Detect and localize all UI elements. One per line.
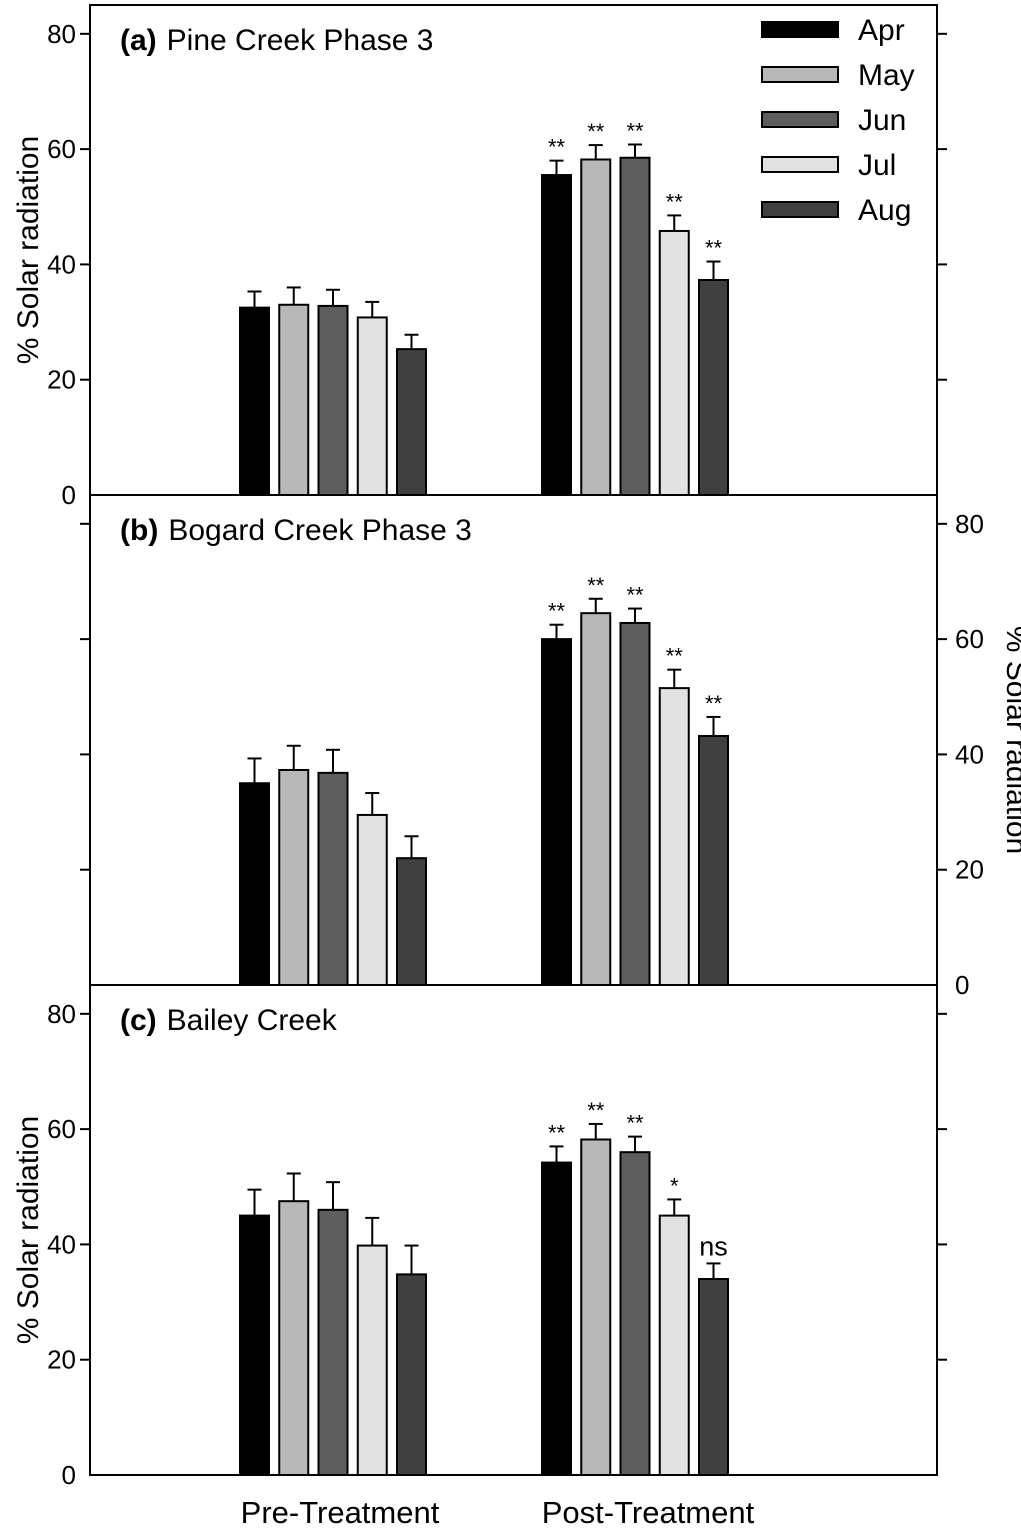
significance-label: ** [548, 599, 566, 624]
chart-panels: 0 20 40 60 80 % Solar radiation (a) Pine Creek … [12, 4, 1021, 1490]
legend-label-jun: Jun [858, 104, 906, 137]
significance-label: ** [705, 691, 723, 716]
legend-swatch-jun [761, 111, 839, 128]
bar-may-post [580, 158, 612, 496]
bar-jul-pre [356, 1244, 388, 1476]
y-tick-label: 0 [62, 480, 76, 510]
y-tick-label: 60 [47, 1114, 76, 1144]
y-axis-label: % Solar radiation [12, 1116, 45, 1344]
significance-label: ** [666, 189, 684, 214]
legend-label-jul: Jul [858, 149, 896, 182]
bar-jun-pre [317, 304, 349, 496]
bar-may-post [580, 1138, 612, 1477]
legend-swatch-jul [761, 156, 839, 173]
bar-apr-post [541, 174, 572, 496]
bar-jun-post [619, 1151, 651, 1477]
bar-jun-pre [317, 771, 349, 986]
bar-aug-post [698, 1278, 729, 1476]
bar-aug-post [698, 278, 729, 496]
panel-2: 0 20 40 60 80 % Solar radiation (b) Bogard Cree… [80, 494, 1021, 1000]
bar-jun-pre [317, 1208, 349, 1476]
bar-jul-pre [356, 813, 388, 986]
y-tick-label: 40 [47, 249, 76, 279]
y-tick-label: 60 [47, 134, 76, 164]
panel-title: (c) Bailey Creek [120, 1004, 338, 1037]
panel-letter: (c) [120, 1004, 157, 1037]
bar-may-post [580, 612, 612, 986]
y-tick-label: 80 [47, 999, 76, 1029]
y-tick-label: 20 [47, 365, 76, 395]
significance-label: ** [587, 1098, 605, 1123]
y-tick-label: 40 [47, 1229, 76, 1259]
bar-apr-pre [239, 306, 270, 496]
panel-title-text: Bogard Creek Phase 3 [168, 514, 472, 547]
significance-label: ns [699, 1231, 728, 1261]
panel-3: 0 20 40 60 80 % Solar radiation (c) Bailey Cree… [12, 984, 947, 1490]
significance-label: ** [587, 573, 605, 598]
significance-label: ** [548, 135, 566, 160]
bar-may-pre [278, 768, 310, 986]
y-axis-label: % Solar radiation [12, 136, 45, 364]
plot-frame [89, 984, 938, 1476]
panel-title-text: Bailey Creek [167, 1004, 338, 1037]
bar-jul-pre [356, 316, 388, 496]
significance-label: ** [548, 1120, 566, 1145]
significance-label: ** [626, 1111, 644, 1136]
y-tick-label: 20 [47, 1345, 76, 1375]
bar-jun-post [619, 156, 651, 496]
significance-label: ** [626, 583, 644, 608]
bar-apr-post [541, 1161, 572, 1477]
panel-letter: (a) [120, 24, 157, 57]
legend-swatch-aug [761, 201, 839, 218]
panel-1: 0 20 40 60 80 % Solar radiation (a) Pine Creek … [12, 4, 947, 510]
x-category-labels: Pre-Treatment Post-Treatment [241, 1495, 755, 1530]
bar-aug-pre [396, 857, 427, 986]
y-axis-label: % Solar radiation [1000, 626, 1021, 854]
bar-may-pre [278, 1200, 310, 1477]
significance-label: ** [587, 119, 605, 144]
bar-aug-post [698, 734, 729, 987]
y-tick-label: 0 [955, 970, 969, 1000]
panel-title-text: Pine Creek Phase 3 [167, 24, 434, 57]
bar-apr-post [541, 638, 572, 987]
bar-apr-pre [239, 782, 270, 986]
plot-frame [89, 494, 938, 986]
bar-jul-post [658, 229, 690, 496]
bar-aug-pre [396, 1273, 427, 1476]
significance-label: ** [666, 644, 684, 669]
panel-letter: (b) [120, 514, 158, 547]
significance-label: * [670, 1173, 679, 1198]
y-tick-label: 20 [955, 855, 984, 885]
y-tick-label: 40 [955, 739, 984, 769]
x-category-label: Pre-Treatment [241, 1495, 440, 1530]
bar-may-pre [278, 303, 310, 496]
bar-apr-pre [239, 1214, 270, 1477]
legend-label-apr: Apr [858, 14, 905, 47]
y-tick-label: 80 [955, 509, 984, 539]
panel-title: (b) Bogard Creek Phase 3 [120, 514, 472, 547]
legend: Apr May Jun Jul Aug [761, 14, 915, 227]
y-tick-label: 80 [47, 19, 76, 49]
bar-aug-pre [396, 348, 427, 497]
significance-label: ** [626, 119, 644, 144]
y-tick-label: 60 [955, 624, 984, 654]
y-tick-label: 0 [62, 1460, 76, 1490]
x-category-label: Post-Treatment [542, 1495, 755, 1530]
legend-swatch-may [761, 66, 839, 83]
legend-label-aug: Aug [858, 194, 911, 227]
panel-title: (a) Pine Creek Phase 3 [120, 24, 434, 57]
bar-jun-post [619, 621, 651, 986]
bar-jul-post [658, 1214, 690, 1477]
significance-label: ** [705, 236, 723, 261]
bar-jul-post [658, 687, 690, 987]
legend-label-may: May [858, 59, 915, 92]
legend-swatch-apr [761, 21, 839, 38]
